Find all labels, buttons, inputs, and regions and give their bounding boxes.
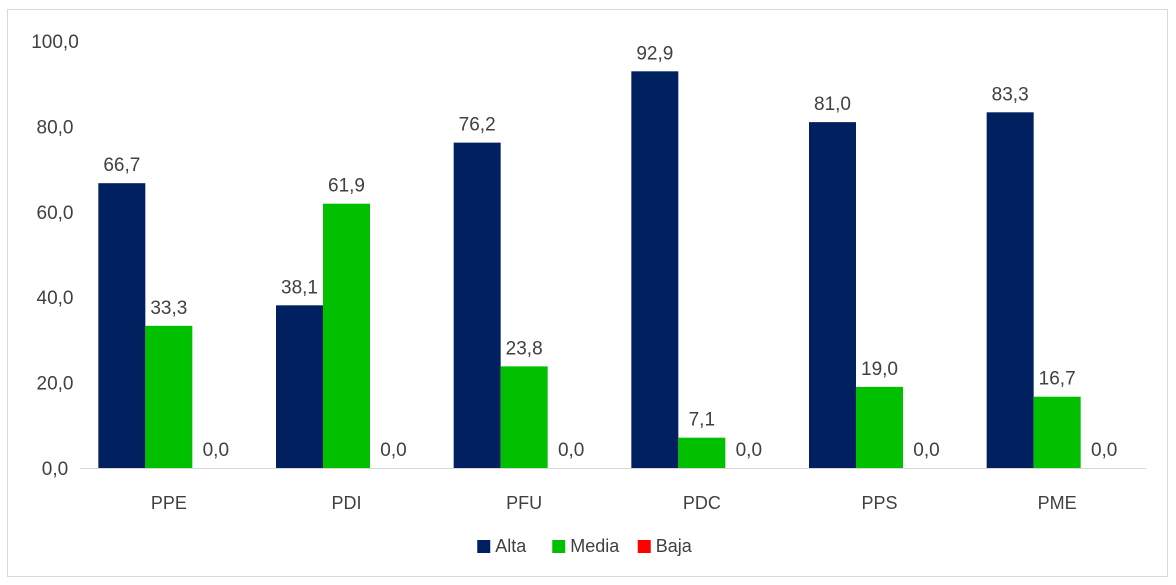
x-tick-label: PME	[1038, 493, 1077, 513]
bar-media-ppe	[145, 325, 193, 468]
data-label: 66,7	[103, 155, 140, 176]
data-label: 92,9	[636, 43, 673, 64]
data-label: 0,0	[736, 440, 762, 461]
data-label: 23,8	[506, 338, 543, 359]
chart-frame	[7, 9, 1168, 577]
x-tick-label: PPE	[151, 493, 187, 513]
data-label: 61,9	[328, 176, 365, 197]
bar-media-pps	[856, 386, 903, 468]
bar-alta-pme	[986, 112, 1034, 469]
data-label: 81,0	[814, 94, 851, 115]
data-label: 76,2	[459, 115, 496, 136]
data-label: 33,3	[150, 298, 187, 319]
legend-label-media: Media	[570, 536, 620, 556]
data-label: 19,0	[861, 359, 898, 380]
bar-media-pdc	[678, 437, 726, 468]
bar-alta-pdi	[276, 305, 323, 468]
legend-label-baja: Baja	[656, 536, 693, 556]
bar-alta-ppe	[98, 183, 146, 469]
bar-alta-pps	[809, 122, 856, 468]
x-tick-label: PDC	[683, 493, 721, 513]
data-label: 83,3	[992, 84, 1029, 105]
legend-swatch-baja	[637, 540, 651, 553]
data-label: 0,0	[558, 440, 584, 461]
data-label: 0,0	[913, 440, 939, 461]
data-label: 0,0	[203, 440, 229, 461]
x-tick-label: PPS	[861, 493, 897, 513]
y-tick-label: 60,0	[37, 203, 74, 224]
y-tick-label: 100,0	[31, 32, 79, 53]
y-tick-label: 40,0	[37, 288, 74, 309]
bar-media-pdi	[323, 203, 370, 468]
y-tick-label: 80,0	[37, 117, 74, 138]
data-label: 0,0	[380, 440, 406, 461]
data-label: 38,1	[281, 277, 318, 298]
bar-alta-pdc	[631, 71, 679, 468]
y-tick-label: 20,0	[37, 374, 74, 395]
legend-swatch-alta	[477, 540, 491, 553]
data-label: 7,1	[689, 410, 715, 431]
y-tick-label: 0,0	[42, 459, 68, 480]
legend-label-alta: Alta	[495, 536, 527, 556]
x-tick-label: PDI	[331, 493, 361, 513]
bar-media-pfu	[500, 366, 548, 468]
bar-media-pme	[1033, 396, 1081, 468]
legend-swatch-media	[552, 540, 566, 553]
data-label: 0,0	[1091, 440, 1117, 461]
legend: Alta Media Baja	[477, 536, 693, 556]
bar-alta-pfu	[453, 142, 501, 468]
data-label: 16,7	[1039, 369, 1076, 390]
x-tick-label: PFU	[506, 493, 542, 513]
